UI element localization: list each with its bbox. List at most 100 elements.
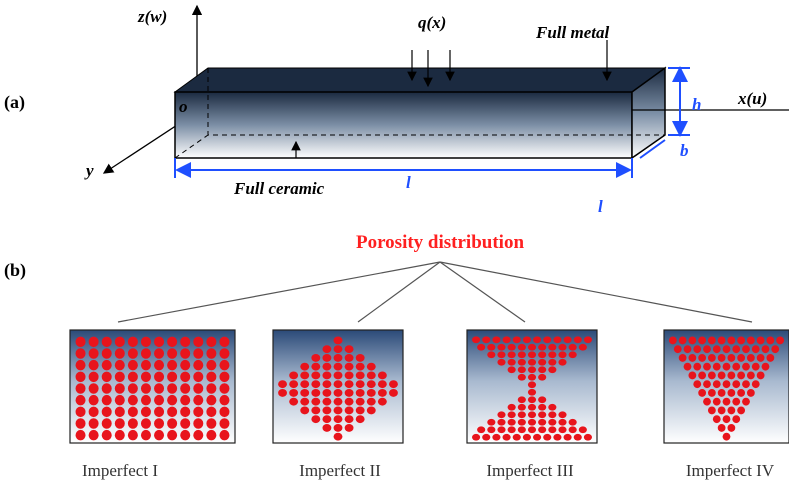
pore bbox=[713, 380, 721, 388]
pore bbox=[345, 389, 354, 397]
pore bbox=[708, 389, 716, 397]
pore bbox=[311, 380, 320, 388]
pore bbox=[334, 398, 343, 406]
pore bbox=[487, 426, 495, 433]
pore bbox=[356, 380, 365, 388]
pore bbox=[334, 336, 343, 344]
pore bbox=[322, 354, 331, 362]
pore bbox=[128, 360, 138, 371]
pore bbox=[334, 345, 343, 353]
pore bbox=[76, 430, 86, 441]
pore bbox=[732, 398, 740, 406]
pore bbox=[115, 430, 125, 441]
pore bbox=[180, 360, 190, 371]
pore bbox=[311, 406, 320, 414]
origin-label: o bbox=[179, 97, 188, 116]
pore bbox=[154, 360, 164, 371]
pore bbox=[334, 406, 343, 414]
pore bbox=[766, 336, 774, 344]
pore bbox=[558, 411, 566, 418]
pore bbox=[311, 363, 320, 371]
pore bbox=[300, 371, 309, 379]
pore bbox=[289, 389, 298, 397]
pore bbox=[128, 383, 138, 394]
pore bbox=[579, 426, 587, 433]
pore bbox=[141, 407, 151, 418]
pore bbox=[584, 336, 592, 343]
y-label: y bbox=[84, 161, 94, 180]
pore bbox=[141, 418, 151, 429]
pore bbox=[128, 348, 138, 359]
pore bbox=[219, 337, 229, 348]
pore bbox=[708, 354, 716, 362]
pore bbox=[345, 415, 354, 423]
pore bbox=[574, 336, 582, 343]
pore bbox=[167, 418, 177, 429]
pore bbox=[688, 354, 696, 362]
pore bbox=[141, 348, 151, 359]
diagram: (a) z(w) x(u) y o q(x) Full metal Full c… bbox=[0, 0, 789, 496]
pore bbox=[180, 372, 190, 383]
pore bbox=[322, 371, 331, 379]
top-label: Full metal bbox=[535, 23, 609, 42]
pore bbox=[776, 336, 784, 344]
pore bbox=[167, 372, 177, 383]
pore bbox=[76, 383, 86, 394]
pore bbox=[543, 336, 551, 343]
pore bbox=[528, 359, 536, 366]
pore bbox=[713, 398, 721, 406]
pore bbox=[89, 407, 99, 418]
pore bbox=[115, 337, 125, 348]
pore bbox=[497, 359, 505, 366]
pore bbox=[684, 363, 692, 371]
pore bbox=[742, 345, 750, 353]
pore bbox=[723, 415, 731, 423]
pore bbox=[300, 380, 309, 388]
pore bbox=[723, 433, 731, 441]
pore bbox=[482, 434, 490, 441]
pore bbox=[518, 351, 526, 358]
pore bbox=[128, 337, 138, 348]
pore bbox=[219, 372, 229, 383]
pore bbox=[300, 389, 309, 397]
pore bbox=[102, 383, 112, 394]
pore bbox=[219, 407, 229, 418]
pore bbox=[102, 407, 112, 418]
pore bbox=[89, 360, 99, 371]
pore bbox=[752, 380, 760, 388]
pore bbox=[737, 389, 745, 397]
pore bbox=[193, 360, 203, 371]
pore bbox=[76, 360, 86, 371]
pore bbox=[167, 407, 177, 418]
pore bbox=[206, 348, 216, 359]
pore bbox=[334, 415, 343, 423]
pore bbox=[723, 398, 731, 406]
pore bbox=[727, 371, 735, 379]
pore bbox=[345, 406, 354, 414]
pore bbox=[345, 363, 354, 371]
pore bbox=[167, 348, 177, 359]
pore bbox=[518, 426, 526, 433]
pore bbox=[574, 434, 582, 441]
pore bbox=[322, 380, 331, 388]
pore bbox=[757, 354, 765, 362]
pore bbox=[703, 363, 711, 371]
pore bbox=[322, 406, 331, 414]
pore bbox=[513, 434, 521, 441]
pore bbox=[727, 424, 735, 432]
pore bbox=[345, 380, 354, 388]
pore bbox=[206, 372, 216, 383]
pore bbox=[278, 380, 287, 388]
pore bbox=[548, 359, 556, 366]
pore bbox=[154, 337, 164, 348]
pattern-label: Imperfect I bbox=[82, 461, 158, 480]
pore bbox=[732, 363, 740, 371]
pore bbox=[548, 351, 556, 358]
pore bbox=[558, 351, 566, 358]
pore bbox=[723, 363, 731, 371]
pore bbox=[727, 406, 735, 414]
pore bbox=[487, 419, 495, 426]
pore bbox=[569, 426, 577, 433]
pore bbox=[538, 396, 546, 403]
length-label: l bbox=[598, 197, 603, 216]
